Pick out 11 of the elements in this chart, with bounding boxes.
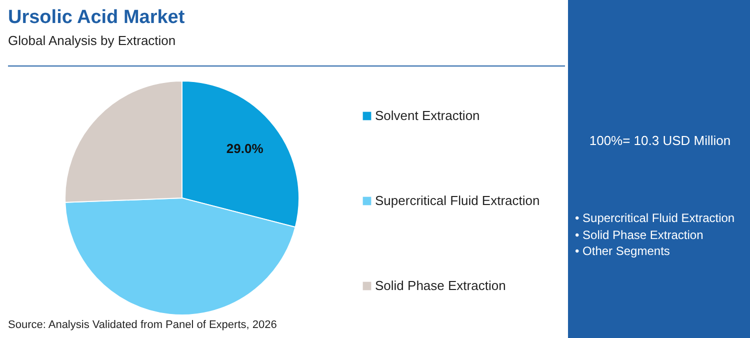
text: • Other Segments bbox=[575, 244, 670, 258]
legend-label: Solvent Extraction bbox=[375, 108, 480, 123]
source-note: Source: Analysis Validated from Panel of Experts, 2026 bbox=[8, 319, 277, 331]
text: 100%= 10.3 USD Million bbox=[589, 133, 731, 148]
chart-subtitle: Global Analysis by Extraction bbox=[8, 33, 176, 48]
chart-title: Ursolic Acid Market bbox=[8, 7, 186, 28]
legend-label: Supercritical Fluid Extraction bbox=[375, 193, 540, 208]
legend-label: Solid Phase Extraction bbox=[375, 278, 506, 293]
text: • Supercritical Fluid Extraction bbox=[575, 211, 735, 225]
data-label: 29.0% bbox=[226, 141, 264, 156]
text: • Solid Phase Extraction bbox=[575, 228, 704, 242]
